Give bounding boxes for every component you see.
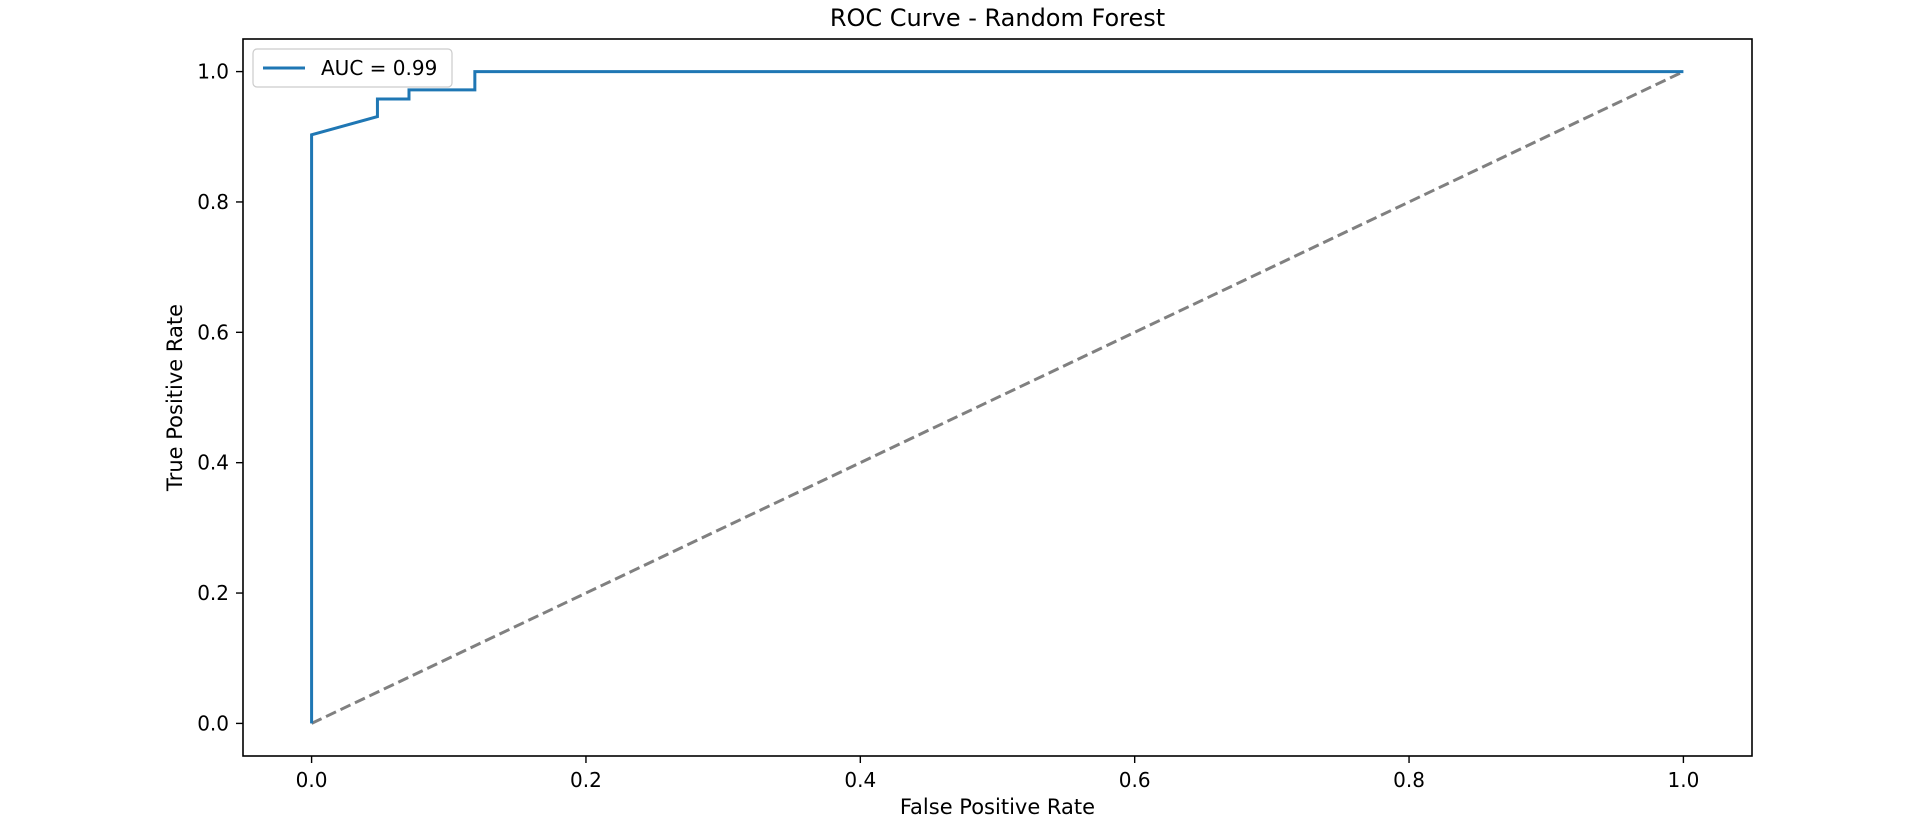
x-tick-label: 0.8 [1393,768,1425,792]
x-axis-label: False Positive Rate [900,795,1095,819]
x-tick-label: 0.2 [570,768,602,792]
ticks: 0.0 0.2 0.4 0.6 0.8 1.0 0.0 0.2 0.4 0.6 0.8 1.0 [197,60,1699,792]
y-tick-label: 0.8 [197,190,229,214]
x-tick-label: 0.4 [844,768,876,792]
plot-area [310,70,1685,725]
axes-frame [242,38,1753,757]
legend-box [252,48,453,88]
y-tick-label: 0.4 [197,451,229,475]
chart-title: ROC Curve - Random Forest [830,4,1165,32]
legend: AUC = 0.99 [252,48,453,88]
y-tick-label: 0.2 [197,581,229,605]
x-tick-label: 1.0 [1668,768,1700,792]
x-tick-label: 0.6 [1119,768,1151,792]
x-tick-label: 0.0 [296,768,328,792]
legend-label-auc: AUC = 0.99 [321,56,437,80]
y-tick-label: 0.6 [197,320,229,344]
y-tick-label: 0.0 [197,711,229,735]
y-tick-label: 1.0 [197,60,229,84]
y-axis-label: True Positive Rate [163,304,187,492]
diagonal-reference-line [310,70,1685,725]
roc-curve-line [310,70,1684,724]
